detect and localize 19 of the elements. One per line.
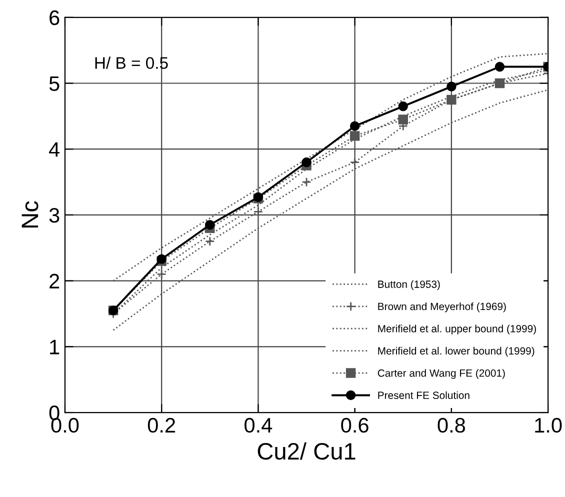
y-tick-label: 3 xyxy=(49,208,60,223)
legend-label: Merifield et al. lower bound (1999) xyxy=(378,346,534,357)
y-tick-label: 6 xyxy=(50,10,60,26)
x-tick-label: 1.0 xyxy=(535,418,562,433)
y-axis-title: Nc xyxy=(22,201,38,228)
x-tick-label: 0.2 xyxy=(148,418,176,433)
x-tick-label: 0.4 xyxy=(244,418,272,433)
x-axis-title: Cu2/ Cu1 xyxy=(258,442,356,460)
legend-label: Carter and Wang FE (2001) xyxy=(378,369,505,379)
y-tick-label: 2 xyxy=(50,274,60,288)
legend-label: Present FE Solution xyxy=(378,391,470,399)
y-tick-label: 1 xyxy=(50,340,60,354)
x-tick-label: 0.8 xyxy=(438,418,466,433)
y-tick-label: 4 xyxy=(49,142,60,157)
legend-label: Brown and Meyerhof (1969) xyxy=(378,302,506,312)
legend-label: Merifield et al. upper bound (1999) xyxy=(378,324,536,334)
legend-label: Button (1953) xyxy=(378,280,440,290)
y-tick-label: 5 xyxy=(49,76,60,91)
x-tick-label: 0.6 xyxy=(341,418,368,433)
